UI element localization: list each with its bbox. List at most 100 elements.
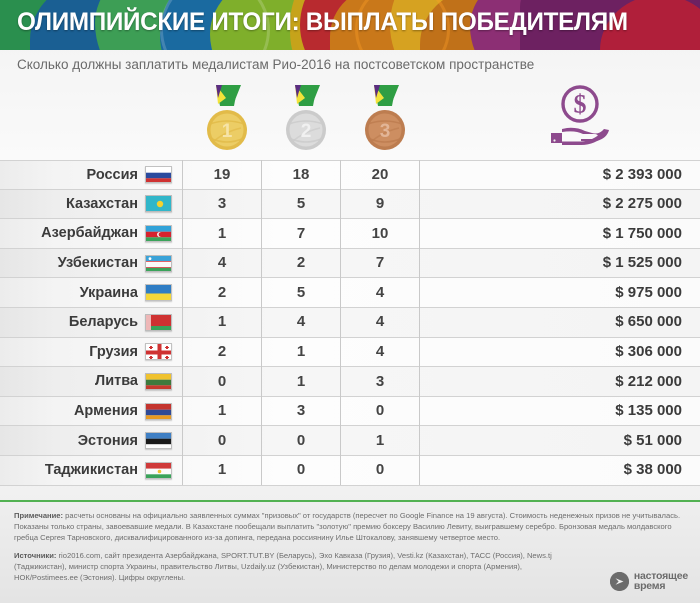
country-label: Беларусь <box>68 314 138 331</box>
silver-count: 0 <box>261 425 340 456</box>
bronze-count: 3 <box>340 366 419 397</box>
country-cell: Армения <box>0 402 182 420</box>
country-cell: Узбекистан <box>0 254 182 272</box>
silver-count: 3 <box>261 396 340 426</box>
bronze-count: 9 <box>340 189 419 219</box>
payout-amount: $ 51 000 <box>419 425 700 456</box>
payout-amount: $ 1 525 000 <box>419 248 700 278</box>
bronze-count: 4 <box>340 307 419 338</box>
medal-payout-table: Россия 19 18 20 $ 2 393 000 Казахстан 3 … <box>0 160 700 486</box>
page-title: ОЛИМПИЙСКИЕ ИТОГИ: ВЫПЛАТЫ ПОБЕДИТЕЛЯМ <box>17 8 628 36</box>
gold-count: 0 <box>182 366 261 397</box>
silver-count: 7 <box>261 218 340 249</box>
table-row[interactable]: Грузия 2 1 4 $ 306 000 <box>0 337 700 368</box>
table-row[interactable]: Эстония 0 0 1 $ 51 000 <box>0 425 700 456</box>
table-row[interactable]: Россия 19 18 20 $ 2 393 000 <box>0 160 700 190</box>
gold-medal-icon: 1 <box>196 84 258 152</box>
table-row[interactable]: Казахстан 3 5 9 $ 2 275 000 <box>0 189 700 220</box>
bronze-count: 10 <box>340 218 419 249</box>
country-cell: Литва <box>0 372 182 390</box>
country-cell: Грузия <box>0 343 182 361</box>
flag-kazakhstan <box>145 195 172 213</box>
silver-count: 5 <box>261 189 340 219</box>
flag-lithuania <box>145 372 172 390</box>
country-label: Литва <box>95 373 138 390</box>
payout-amount: $ 2 393 000 <box>419 160 700 190</box>
footnote-sources: Источники: rio2016.com, сайт президента … <box>14 550 574 584</box>
gold-count: 19 <box>182 160 261 190</box>
country-label: Узбекистан <box>57 255 138 272</box>
payout-amount: $ 135 000 <box>419 396 700 426</box>
svg-text:$: $ <box>574 90 587 119</box>
bronze-medal-icon: 3 <box>354 84 416 152</box>
logo-line-1: настоящее <box>633 570 688 582</box>
table-row[interactable]: Узбекистан 4 2 7 $ 1 525 000 <box>0 248 700 279</box>
logo-wordmark: настоящее время <box>633 570 688 591</box>
bronze-count: 4 <box>340 277 419 308</box>
silver-count: 1 <box>261 366 340 397</box>
gold-count: 4 <box>182 248 261 278</box>
country-label: Украина <box>79 284 138 301</box>
flag-georgia <box>145 343 172 361</box>
bronze-count: 0 <box>340 455 419 486</box>
footnote-sources-text: rio2016.com, сайт президента Азербайджан… <box>14 550 552 583</box>
gold-count: 3 <box>182 189 261 219</box>
silver-count: 2 <box>261 248 340 278</box>
table-row[interactable]: Литва 0 1 3 $ 212 000 <box>0 366 700 397</box>
country-label: Грузия <box>89 343 138 360</box>
bronze-count: 4 <box>340 337 419 367</box>
country-cell: Украина <box>0 284 182 302</box>
flag-uzbekistan <box>145 254 172 272</box>
country-cell: Беларусь <box>0 313 182 331</box>
logo-nastoyashchee-vremya[interactable]: настоящее время <box>609 570 688 591</box>
flag-tajikistan <box>145 461 172 479</box>
footnote-sources-label: Источники: <box>14 550 57 560</box>
flag-ukraine <box>145 284 172 302</box>
silver-count: 5 <box>261 277 340 308</box>
country-cell: Казахстан <box>0 195 182 213</box>
bronze-count: 0 <box>340 396 419 426</box>
country-label: Азербайджан <box>41 225 138 242</box>
footnote-note: Примечание: расчеты основаны на официаль… <box>14 510 686 544</box>
table-row[interactable]: Азербайджан 1 7 10 $ 1 750 000 <box>0 218 700 249</box>
silver-medal-icon: 2 <box>275 84 337 152</box>
silver-count: 18 <box>261 160 340 190</box>
gold-count: 1 <box>182 396 261 426</box>
page-subtitle: Сколько должны заплатить медалистам Рио-… <box>17 57 535 72</box>
gold-count: 2 <box>182 277 261 308</box>
table-row[interactable]: Таджикистан 1 0 0 $ 38 000 <box>0 455 700 486</box>
silver-count: 1 <box>261 337 340 367</box>
header-banner: ОЛИМПИЙСКИЕ ИТОГИ: ВЫПЛАТЫ ПОБЕДИТЕЛЯМ <box>0 0 700 50</box>
silver-count: 4 <box>261 307 340 338</box>
country-cell: Эстония <box>0 432 182 450</box>
gold-count: 2 <box>182 337 261 367</box>
country-label: Россия <box>86 166 138 183</box>
footnote-note-label: Примечание: <box>14 511 64 520</box>
country-cell: Азербайджан <box>0 224 182 242</box>
money-hand-icon: $ <box>545 84 611 148</box>
country-label: Армения <box>73 403 138 420</box>
bronze-count: 7 <box>340 248 419 278</box>
country-label: Казахстан <box>65 195 138 212</box>
column-header-icons: 1 2 <box>0 84 700 152</box>
table-row[interactable]: Украина 2 5 4 $ 975 000 <box>0 277 700 308</box>
table-row[interactable]: Армения 1 3 0 $ 135 000 <box>0 396 700 427</box>
gold-count: 1 <box>182 307 261 338</box>
bronze-count: 1 <box>340 425 419 456</box>
play-arrow-icon <box>609 572 629 591</box>
flag-russia <box>145 166 172 184</box>
svg-text:2: 2 <box>301 121 312 142</box>
silver-count: 0 <box>261 455 340 486</box>
payout-amount: $ 306 000 <box>419 337 700 367</box>
gold-count: 0 <box>182 425 261 456</box>
table-row[interactable]: Беларусь 1 4 4 $ 650 000 <box>0 307 700 338</box>
country-cell: Таджикистан <box>0 461 182 479</box>
gold-count: 1 <box>182 455 261 486</box>
footer: Примечание: расчеты основаны на официаль… <box>0 500 700 603</box>
footnote-note-text: расчеты основаны на официально заявленны… <box>14 511 681 543</box>
svg-text:3: 3 <box>380 121 391 142</box>
payout-amount: $ 650 000 <box>419 307 700 338</box>
payout-amount: $ 2 275 000 <box>419 189 700 219</box>
bronze-count: 20 <box>340 160 419 190</box>
